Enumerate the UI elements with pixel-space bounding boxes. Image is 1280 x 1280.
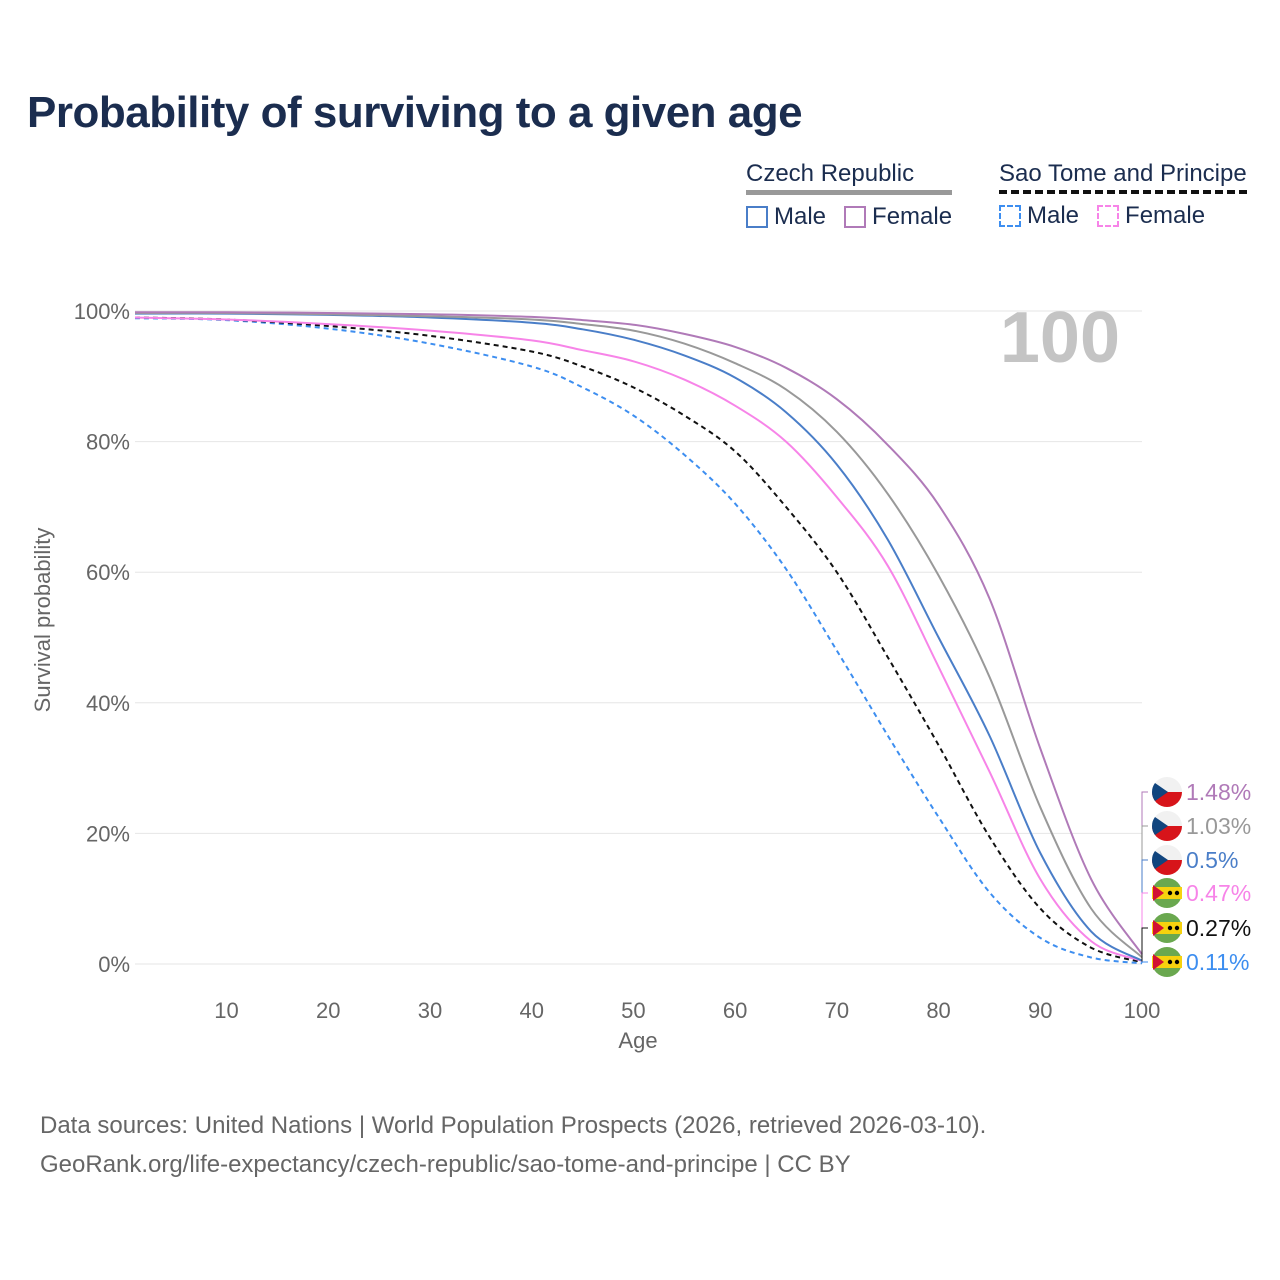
source-line-1: Data sources: United Nations | World Pop…: [40, 1112, 987, 1139]
x-tick-label: 10: [214, 998, 238, 1023]
czech-flag-red: [1152, 826, 1182, 841]
series-line-czech-total: [134, 311, 1143, 959]
x-tick-label: 70: [825, 998, 849, 1023]
czech-flag-icon: [1152, 777, 1182, 807]
czech-flag-blue: [1152, 851, 1168, 869]
end-label-stp-male: 0.11%: [1186, 949, 1250, 975]
legend-stp-male[interactable]: Male: [999, 202, 1079, 230]
legend-swatch-czech-female: [844, 206, 867, 228]
sao-tome-flag-band: [1152, 922, 1182, 934]
end-label-czech-female: 1.48%: [1186, 779, 1251, 805]
legend-czech-female[interactable]: Female: [844, 203, 952, 231]
legend-czech-female-label: Female: [872, 203, 953, 230]
y-axis-title: Survival probability: [30, 528, 55, 713]
sao-tome-flag-star: [1167, 959, 1173, 965]
end-label-connector: [1141, 791, 1148, 955]
x-tick-label: 40: [519, 998, 543, 1023]
x-tick-label: 30: [418, 998, 442, 1023]
y-tick-label: 80%: [86, 430, 130, 455]
end-label-stp-female: 0.47%: [1186, 880, 1251, 906]
end-label-connector: [1141, 927, 1148, 963]
czech-flag-icon: [1152, 811, 1182, 841]
czech-flag-icon: [1152, 845, 1182, 875]
x-tick-label: 100: [1124, 998, 1161, 1023]
sao-tome-flag-star: [1167, 925, 1173, 931]
y-tick-label: 100%: [74, 299, 130, 324]
series-line-stp-female: [134, 316, 1143, 962]
x-tick-label: 50: [621, 998, 645, 1023]
czech-flag-red: [1152, 792, 1182, 807]
legend-stp-male-label: Male: [1027, 202, 1080, 229]
legend-czech-male[interactable]: Male: [746, 203, 826, 231]
legend-stp-female[interactable]: Female: [1097, 202, 1205, 230]
x-tick-label: 60: [723, 998, 747, 1023]
czech-flag-blue: [1152, 783, 1168, 801]
x-axis-title: Age: [618, 1028, 657, 1053]
source-note: Data sources: United Nations | World Pop…: [40, 1106, 986, 1184]
sao-tome-flag-icon: [1152, 878, 1182, 908]
year-watermark: 100: [1000, 298, 1120, 378]
sao-tome-flag-star: [1174, 925, 1180, 931]
end-label-connector: [1141, 859, 1148, 961]
sao-tome-flag-triangle: [1153, 920, 1164, 936]
sao-tome-flag-band: [1152, 956, 1182, 968]
x-tick-label: 20: [316, 998, 340, 1023]
legend-swatch-stp-female: [1097, 205, 1120, 227]
chart-title: Probability of surviving to a given age: [27, 88, 803, 137]
sao-tome-flag-triangle: [1153, 954, 1164, 970]
sao-tome-flag-star: [1174, 959, 1180, 965]
sao-tome-flag-icon: [1152, 913, 1182, 943]
series-line-stp-total: [134, 316, 1143, 964]
legend-czech-label: Czech Republic: [746, 160, 953, 195]
y-tick-label: 20%: [86, 821, 130, 846]
y-tick-label: 0%: [98, 952, 130, 977]
end-label-stp-total: 0.27%: [1186, 915, 1251, 941]
end-label-czech-total: 1.03%: [1186, 813, 1251, 839]
source-line-2: GeoRank.org/life-expectancy/czech-republ…: [40, 1151, 851, 1178]
end-label-connector: [1141, 961, 1148, 964]
series-line-czech-female: [134, 311, 1143, 955]
x-tick-label: 90: [1028, 998, 1052, 1023]
sao-tome-flag-star: [1167, 890, 1173, 896]
legend-sao-tome: Sao Tome and Principe Male Female: [999, 160, 1247, 230]
sao-tome-flag-triangle: [1153, 885, 1164, 901]
legend-swatch-czech-male: [746, 206, 768, 228]
legend-czech-male-label: Male: [774, 203, 827, 230]
end-label-connector: [1141, 892, 1148, 961]
series-line-stp-male: [134, 317, 1143, 965]
end-label-czech-male: 0.5%: [1186, 847, 1238, 873]
y-tick-label: 40%: [86, 691, 130, 716]
legend-stp-female-label: Female: [1125, 202, 1206, 229]
end-label-connector: [1141, 825, 1148, 958]
x-tick-label: 80: [926, 998, 950, 1023]
czech-flag-red: [1152, 860, 1182, 875]
czech-flag-blue: [1152, 817, 1168, 835]
legend-czech-republic: Czech Republic Male Female: [746, 160, 953, 231]
sao-tome-flag-band: [1152, 887, 1182, 899]
y-tick-label: 60%: [86, 560, 130, 585]
sao-tome-flag-star: [1174, 890, 1180, 896]
legend-stp-label: Sao Tome and Principe: [999, 160, 1247, 194]
legend-swatch-stp-male: [999, 205, 1021, 227]
sao-tome-flag-icon: [1152, 947, 1182, 977]
series-line-czech-male: [134, 312, 1143, 962]
